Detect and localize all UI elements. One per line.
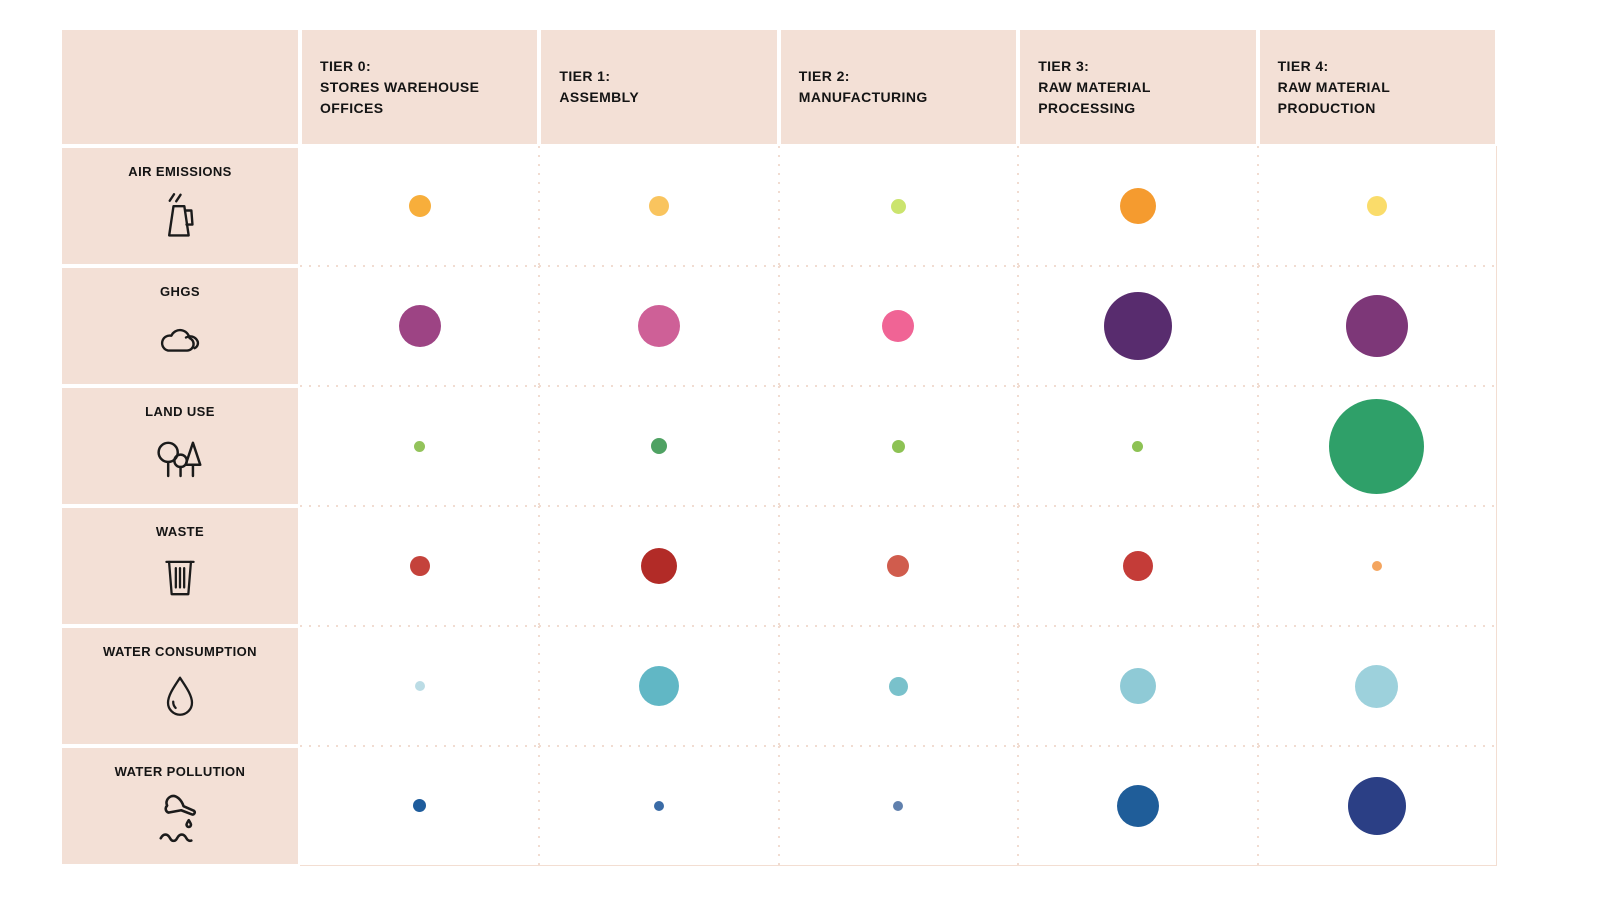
trees-icon	[157, 441, 202, 478]
impact-bubble	[887, 555, 910, 577]
impact-bubble	[882, 310, 915, 342]
matrix-cell-water-consumption-tier0	[300, 625, 540, 746]
matrix-cell-water-consumption-tier2	[777, 625, 1019, 746]
impact-bubble	[1103, 292, 1172, 360]
matrix-cell-ghgs-tier4	[1256, 265, 1497, 386]
impact-bubble	[639, 666, 680, 706]
column-header-tier1: TIER 1: ASSEMBLY	[539, 28, 779, 146]
matrix-cell-land-use-tier2	[777, 385, 1019, 506]
column-header-tier3: TIER 3: RAW MATERIAL PROCESSING	[1018, 28, 1258, 146]
impact-bubble	[888, 676, 908, 696]
column-header-tier4: TIER 4: RAW MATERIAL PRODUCTION	[1257, 28, 1497, 146]
row-header-label: AIR EMISSIONS	[128, 164, 232, 179]
matrix-cell-water-consumption-tier1	[538, 625, 780, 746]
impact-bubble	[413, 799, 427, 812]
matrix-cell-water-consumption-tier3	[1017, 625, 1259, 746]
matrix-cell-air-emissions-tier0	[300, 146, 540, 266]
matrix-cell-ghgs-tier3	[1017, 265, 1259, 386]
impact-bubble	[1329, 398, 1425, 494]
impact-bubble	[893, 800, 904, 811]
impact-bubble	[409, 556, 430, 576]
column-header-tier0: TIER 0: STORES WAREHOUSE OFFICES	[300, 28, 540, 146]
row-header-waste: WASTE	[60, 506, 300, 626]
row-header-land-use: LAND USE	[60, 386, 300, 506]
impact-bubble	[649, 196, 670, 216]
droplet-icon	[166, 676, 194, 716]
impact-matrix-table: TIER 0: STORES WAREHOUSE OFFICES TIER 1:…	[60, 28, 1497, 866]
impact-bubble	[1119, 188, 1156, 224]
matrix-cell-air-emissions-tier4	[1256, 146, 1497, 266]
impact-bubble	[641, 548, 678, 584]
column-header-label: TIER 1: ASSEMBLY	[559, 68, 640, 105]
matrix-cell-waste-tier2	[777, 505, 1019, 626]
matrix-cell-land-use-tier1	[538, 385, 780, 506]
matrix-cell-ghgs-tier1	[538, 265, 780, 386]
trash-icon	[165, 560, 195, 596]
matrix-cell-air-emissions-tier2	[777, 146, 1019, 266]
impact-bubble	[414, 440, 426, 452]
water-pollution-icon	[159, 794, 196, 843]
matrix-cell-water-pollution-tier1	[538, 745, 780, 866]
impact-bubble	[651, 438, 668, 454]
row-header-ghgs: GHGS	[60, 266, 300, 386]
cloud-icon	[160, 328, 200, 352]
column-header-label: TIER 2: MANUFACTURING	[798, 68, 928, 105]
row-header-air-emissions: AIR EMISSIONS	[60, 146, 300, 266]
matrix-cell-ghgs-tier2	[777, 265, 1019, 386]
column-header-label: TIER 4: RAW MATERIAL PRODUCTION	[1277, 57, 1391, 116]
impact-bubble	[1122, 551, 1153, 581]
matrix-cell-waste-tier3	[1017, 505, 1259, 626]
matrix-cell-water-pollution-tier4	[1256, 745, 1497, 866]
impact-bubble	[638, 305, 681, 347]
matrix-cell-water-pollution-tier2	[777, 745, 1019, 866]
impact-bubble	[1132, 440, 1144, 452]
impact-bubble	[1355, 664, 1399, 708]
row-header-label: WATER CONSUMPTION	[103, 644, 257, 659]
impact-bubble	[654, 800, 665, 811]
impact-bubble	[890, 198, 906, 214]
row-header-label: WATER POLLUTION	[114, 764, 246, 779]
row-header-label: GHGS	[160, 284, 200, 299]
matrix-cell-waste-tier0	[300, 505, 540, 626]
matrix-cell-waste-tier1	[538, 505, 780, 626]
impact-bubble	[1345, 295, 1408, 357]
matrix-cell-air-emissions-tier3	[1017, 146, 1258, 266]
impact-bubble	[1371, 561, 1382, 571]
impact-bubble	[408, 195, 431, 217]
row-header-label: WASTE	[155, 524, 205, 539]
matrix-cell-air-emissions-tier1	[538, 146, 779, 266]
impact-bubble	[398, 305, 441, 347]
impact-bubble	[414, 681, 425, 691]
impact-bubble	[1347, 776, 1406, 835]
matrix-cell-ghgs-tier0	[300, 265, 540, 386]
matrix-cell-land-use-tier4	[1256, 385, 1497, 506]
matrix-cell-water-consumption-tier4	[1256, 625, 1497, 746]
matrix-cell-waste-tier4	[1256, 505, 1497, 626]
column-header-tier2: TIER 2: MANUFACTURING	[778, 28, 1019, 146]
corner-cell	[60, 28, 300, 146]
impact-bubble	[1366, 196, 1387, 216]
row-header-water-consumption: WATER CONSUMPTION	[60, 626, 300, 746]
matrix-cell-land-use-tier0	[300, 385, 540, 506]
row-header-water-pollution: WATER POLLUTION	[60, 746, 300, 866]
chimney-icon	[167, 193, 194, 237]
row-header-label: LAND USE	[145, 404, 215, 419]
impact-bubble	[1116, 784, 1159, 827]
impact-bubble	[891, 439, 905, 453]
matrix-cell-water-pollution-tier3	[1017, 745, 1259, 866]
column-header-label: TIER 0: STORES WAREHOUSE OFFICES	[320, 57, 480, 116]
impact-bubble	[1119, 668, 1156, 704]
matrix-cell-land-use-tier3	[1017, 385, 1259, 506]
matrix-cell-water-pollution-tier0	[300, 745, 540, 866]
column-header-label: TIER 3: RAW MATERIAL PROCESSING	[1038, 57, 1151, 116]
